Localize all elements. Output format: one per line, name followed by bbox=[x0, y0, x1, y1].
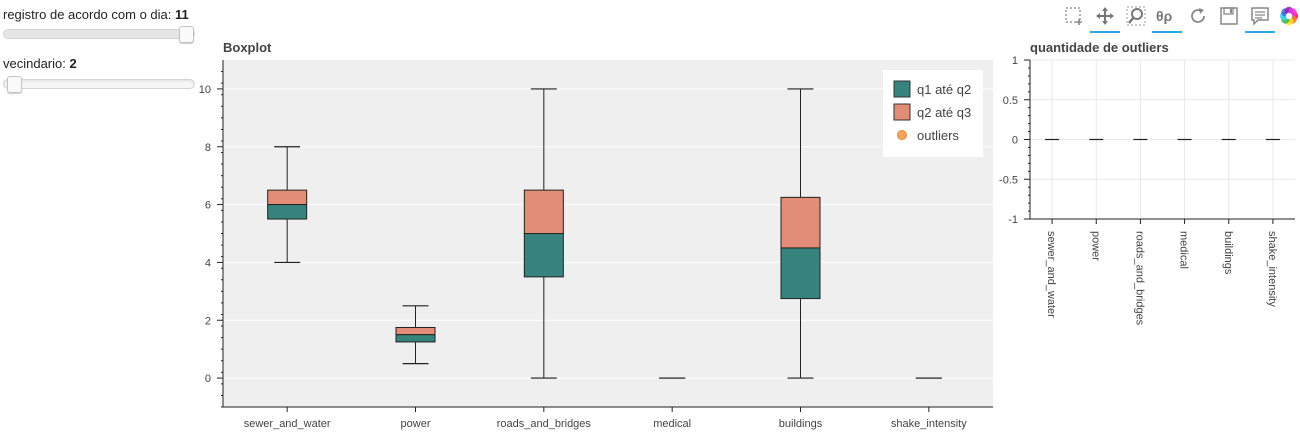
pan-icon[interactable] bbox=[1090, 4, 1120, 33]
x-tick-label: power bbox=[401, 418, 431, 430]
zoom-icon[interactable] bbox=[1124, 4, 1148, 28]
neighborhood-slider-label: vecindario: 2 bbox=[3, 56, 193, 71]
box-q2-q3 bbox=[267, 189, 308, 206]
x-tick-label: shake_intensity bbox=[891, 418, 967, 430]
boxplot-legend: q1 até q2 q2 até q3 outliers bbox=[883, 70, 983, 157]
svg-text:θρ: θρ bbox=[1156, 8, 1173, 24]
legend-swatch-outliers bbox=[897, 130, 907, 140]
y-tick-label: 0 bbox=[205, 373, 211, 385]
hover-icon[interactable]: θρ bbox=[1152, 4, 1182, 33]
outliers-chart-title: quantidade de outliers bbox=[1030, 40, 1169, 55]
box-q1-q2 bbox=[267, 204, 308, 220]
y-tick-label: -0.5 bbox=[999, 174, 1018, 186]
y-tick-label: 10 bbox=[199, 84, 211, 96]
y-tick-label: 0.5 bbox=[1003, 95, 1018, 107]
x-tick-label: sewer_and_water bbox=[244, 418, 331, 430]
x-tick-label: roads_and_bridges bbox=[497, 418, 592, 430]
x-tick-label: medical bbox=[1178, 231, 1190, 269]
legend-swatch-q1-q2 bbox=[893, 80, 911, 98]
tooltip-icon[interactable] bbox=[1245, 4, 1275, 33]
outliers-chart: -1 -0.5 0 0.5 1 sewer_and_water power roads_and… bbox=[999, 55, 1295, 326]
y-tick-label: 0 bbox=[1012, 135, 1018, 147]
boxplot-grid bbox=[223, 88, 993, 379]
day-slider-group: registro de acordo com o dia: 11 bbox=[3, 7, 195, 43]
x-tick-label: sewer_and_water bbox=[1045, 231, 1057, 318]
y-tick-label: 1 bbox=[1012, 55, 1018, 67]
day-slider-handle[interactable] bbox=[179, 26, 194, 43]
box-q1-q2 bbox=[780, 247, 821, 300]
y-tick-label: 6 bbox=[205, 200, 211, 212]
legend-label-q2-q3: q2 até q3 bbox=[917, 105, 971, 120]
day-slider-value: 11 bbox=[175, 7, 189, 22]
x-tick-label: power bbox=[1089, 231, 1101, 261]
x-tick-label: shake_intensity bbox=[1266, 231, 1278, 307]
bokeh-logo-icon[interactable] bbox=[1277, 4, 1300, 28]
day-slider[interactable] bbox=[3, 26, 195, 43]
legend-label-outliers: outliers bbox=[917, 128, 959, 143]
save-icon[interactable] bbox=[1217, 4, 1241, 28]
y-tick-label: 4 bbox=[205, 257, 211, 269]
y-tick-label: 2 bbox=[205, 315, 211, 327]
boxplot-title: Boxplot bbox=[223, 40, 272, 55]
day-slider-label: registro de acordo com o dia: 11 bbox=[3, 7, 193, 22]
x-tick-label: roads_and_bridges bbox=[1133, 231, 1145, 326]
box-q1-q2 bbox=[395, 334, 436, 343]
legend-swatch-q2-q3 bbox=[893, 103, 911, 121]
x-tick-label: buildings bbox=[1222, 231, 1234, 275]
y-tick-label: 8 bbox=[205, 142, 211, 154]
neighborhood-slider-handle[interactable] bbox=[7, 76, 22, 93]
logo-center bbox=[1285, 12, 1293, 20]
boxplot-plot-area bbox=[223, 60, 993, 407]
x-tick-label: medical bbox=[653, 418, 691, 430]
box-q2-q3 bbox=[523, 189, 564, 234]
boxplot-axes: 0 2 4 6 8 10 sewer_and_water power roads_and_bri… bbox=[199, 60, 993, 430]
box-select-icon[interactable] bbox=[1062, 4, 1086, 28]
neighborhood-slider-group: vecindario: 2 bbox=[3, 56, 195, 93]
boxplot-boxes bbox=[267, 88, 942, 379]
day-slider-fill bbox=[4, 30, 186, 38]
y-tick-label: -1 bbox=[1008, 214, 1018, 226]
box-q1-q2 bbox=[523, 233, 564, 278]
box-q2-q3 bbox=[395, 326, 436, 336]
neighborhood-slider-value: 2 bbox=[69, 56, 77, 71]
day-slider-label-text: registro de acordo com o dia: bbox=[3, 7, 172, 22]
box-q2-q3 bbox=[780, 196, 821, 249]
neighborhood-slider[interactable] bbox=[3, 76, 195, 93]
legend-label-q1-q2: q1 até q2 bbox=[917, 82, 971, 97]
x-tick-label: buildings bbox=[779, 418, 823, 430]
neighborhood-slider-label-text: vecindario: bbox=[3, 56, 66, 71]
reset-icon[interactable] bbox=[1186, 4, 1210, 28]
